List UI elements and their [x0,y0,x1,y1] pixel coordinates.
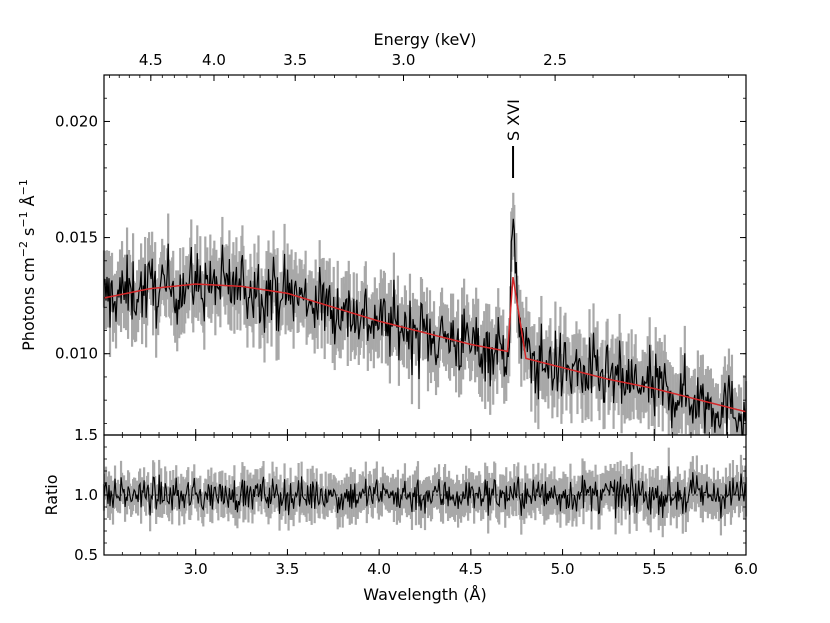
spectrum-data-line [103,218,747,436]
spectrum-error-bars [102,192,748,435]
ratio-data-line [103,466,747,519]
spectrum-panel: S XVI 0.010 0.015 0.020 4.5 4.0 3.5 3.0 2.5 Ene… [17,30,748,436]
x-tick-label: 6.0 [734,560,758,578]
spectrum-data-series [103,218,747,436]
wavelength-axis-label: Wavelength (Å) [363,585,486,604]
x-tick-label: 5.0 [551,560,575,578]
x-tick-label: 5.5 [642,560,666,578]
y-tick-label: 0.010 [55,345,98,363]
flux-axis-label: Photons cm−2 s−1 Å−1 [17,179,38,351]
s-xvi-label: S XVI [504,99,523,141]
energy-tick-label: 4.5 [139,51,163,69]
energy-axis-label: Energy (keV) [373,30,476,49]
model-series [103,276,747,413]
ratio-data-series [103,466,747,519]
line-annotation: S XVI [504,99,523,178]
ratio-axis-label: Ratio [42,474,61,515]
ratio-y-tick-label: 0.5 [74,546,98,564]
model-curve [103,276,747,413]
ratio-axis-ticks: 3.0 3.5 4.0 4.5 5.0 5.5 6.0 0.5 1.0 1.5 [74,426,758,578]
x-tick-label: 3.5 [275,560,299,578]
ratio-y-tick-label: 1.0 [74,486,98,504]
energy-tick-label: 4.0 [202,51,226,69]
y-tick-label: 0.015 [55,229,98,247]
x-tick-label: 4.5 [459,560,483,578]
x-tick-label: 4.0 [367,560,391,578]
ratio-panel: 3.0 3.5 4.0 4.5 5.0 5.5 6.0 0.5 1.0 1.5 Wavelengt… [42,426,758,604]
energy-tick-label: 3.0 [392,51,416,69]
y-tick-label: 0.020 [55,112,98,130]
x-tick-label: 3.0 [184,560,208,578]
energy-tick-label: 3.5 [283,51,307,69]
energy-tick-label: 2.5 [543,51,567,69]
spectrum-axis-ticks: 0.010 0.015 0.020 4.5 4.0 3.5 3.0 2.5 [55,51,747,435]
ratio-y-tick-label: 1.5 [74,426,98,444]
